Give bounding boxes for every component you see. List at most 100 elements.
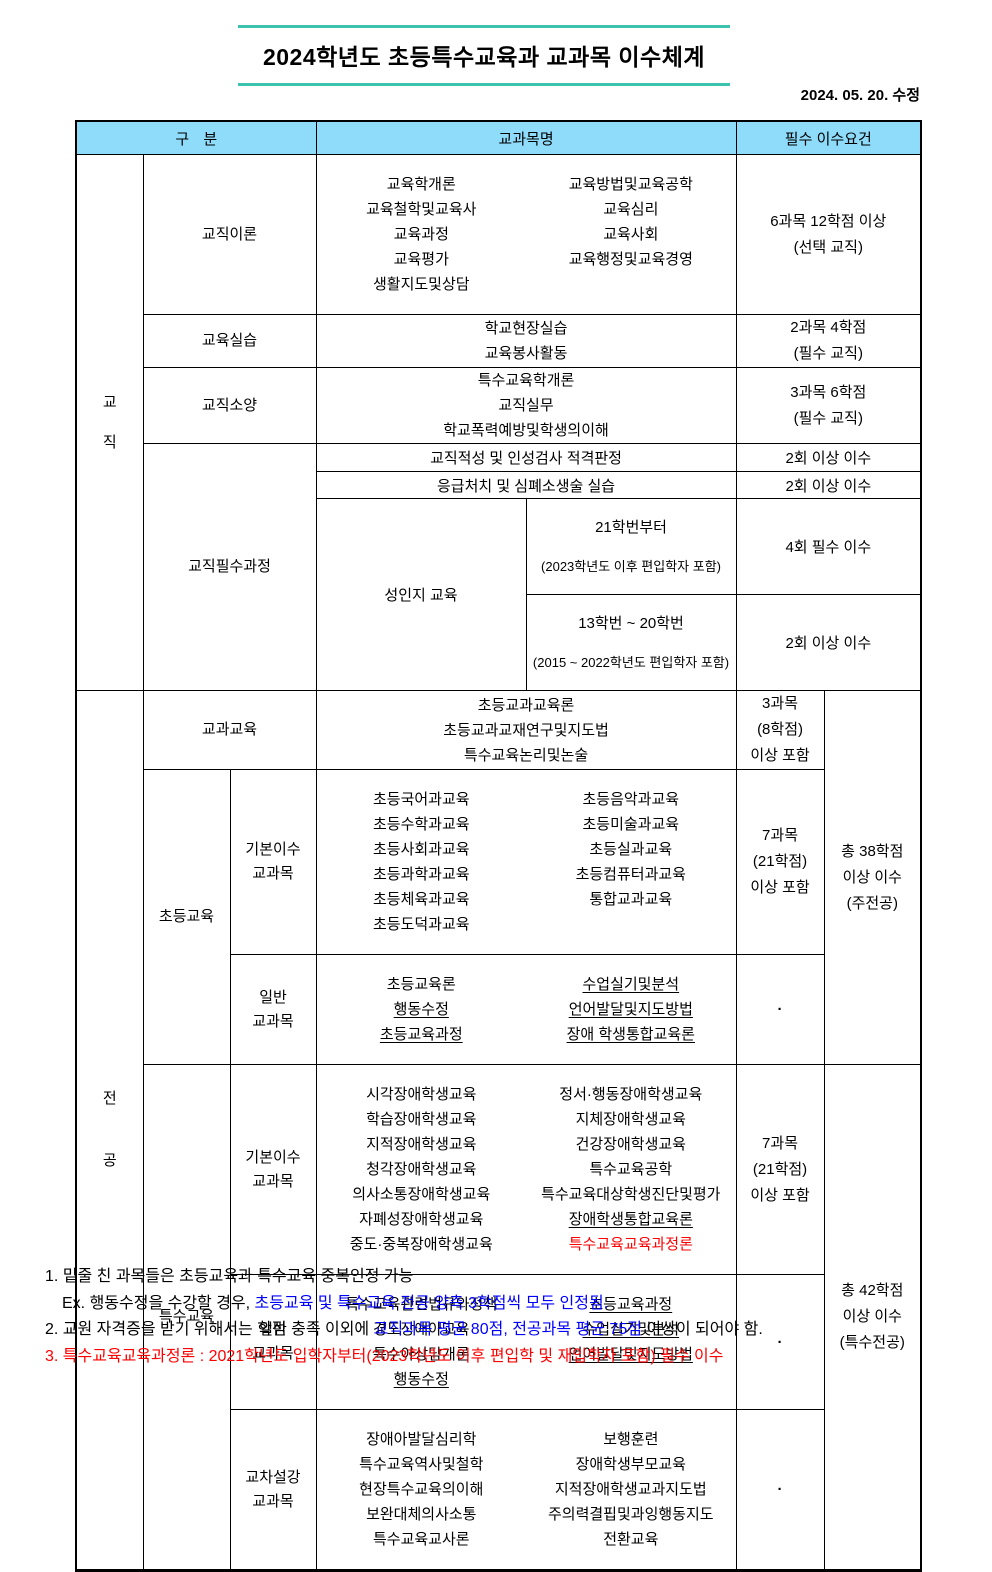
footnote-segment: 3. 특수교육교육과정론 : 2021학년도 입학자부터(2023학년도 이후 … xyxy=(45,1347,724,1365)
cell-aptitude-req: 3과목 6학점 (필수 교직) xyxy=(735,367,922,444)
course-item: 특수교육공학 xyxy=(589,1161,673,1178)
cell-subject-edu-label: 교과교육 xyxy=(142,690,317,770)
gender-1-line1: 21학번부터 xyxy=(595,519,667,536)
special-general-left: 특수교육관련법규와정책 경도장애아교육 특수아상담개론 행동수정 xyxy=(317,1292,526,1392)
course-item: 정서·행동장애학생교육 xyxy=(559,1086,703,1103)
course-item: 지체장애학생교육 xyxy=(575,1111,686,1128)
cell-gender-2-course: 13학번 ~ 20학번 (2015 ~ 2022학년도 편입학자 포함) xyxy=(525,594,737,691)
course-item: 특수아상담개론 xyxy=(372,1346,470,1363)
cell-practicum-label: 교육실습 xyxy=(142,314,317,368)
course-item: 보완대체의사소통 xyxy=(366,1506,477,1523)
header-row: 구 분 교과목명 필수 이수요건 xyxy=(75,120,922,155)
cell-cross-req: · xyxy=(735,1409,825,1571)
row-special-general: 일반 교과목 특수교육관련법규와정책 경도장애아교육 특수아상담개론 행동수정 초등교… xyxy=(76,1274,921,1410)
cell-theory-req: 6과목 12학점 이상 (선택 교직) xyxy=(735,154,922,315)
header-subject: 교과목명 xyxy=(315,120,737,155)
cell-elem-basic-req: 7과목 (21학점) 이상 포함 xyxy=(735,769,825,955)
gender-1-line2: (2023학년도 이후 편입학자 포함) xyxy=(541,559,722,574)
course-item: 초등음악과교육 xyxy=(582,791,680,808)
course-item: 수업실기및분석 xyxy=(582,976,680,993)
cell-theory-label: 교직이론 xyxy=(142,154,317,315)
course-item: 특수교육역사및철학 xyxy=(359,1456,484,1473)
course-item: 의사소통장애학생교육 xyxy=(352,1186,491,1203)
footnote-segment: 교직과목 평균 80점, 전공과목 평균 75점 xyxy=(373,1321,642,1338)
footnote-segment: 2. 교원 자격증을 받기 위해서는 학점 충족 이외에 xyxy=(45,1321,374,1338)
course-item: 장애아발달심리학 xyxy=(366,1431,477,1448)
cell-elem-basic-label: 기본이수 교과목 xyxy=(229,769,317,955)
footnote-segment: Ex. 행동수정을 수강할 경우, xyxy=(62,1294,255,1312)
gender-2-line1: 13학번 ~ 20학번 xyxy=(578,615,684,632)
course-item: 행동수정 xyxy=(393,1371,449,1388)
special-basic-left: 시각장애학생교육 학습장애학생교육 지적장애학생교육 청각장애학생교육 의사소통장애학생… xyxy=(317,1082,526,1257)
course-item: 초등실과교육 xyxy=(589,841,673,858)
footnote-1: 1. 밑줄 친 과목들은 초등교육과 특수교육 중복인정 가능 xyxy=(45,1264,965,1291)
course-item: 언어발달및지도방법 xyxy=(568,1001,693,1018)
cell-practicum-req: 2과목 4학점 (필수 교직) xyxy=(735,314,922,368)
course-item: 전환교육 xyxy=(603,1531,659,1548)
cell-theory-courses: 교육학개론 교육철학및교육사 교육과정 교육평가 생활지도및상담 교육방법및교육공학 교육… xyxy=(315,154,737,315)
cell-special-basic-label: 기본이수 교과목 xyxy=(229,1064,317,1275)
course-item: 통합교과교육 xyxy=(589,891,673,908)
course-item: 특수교육교사론 xyxy=(372,1531,470,1548)
cell-elem-general-req: · xyxy=(735,954,825,1065)
course-item: 초등미술과교육 xyxy=(582,816,680,833)
course-item: 초등교과교재연구및지도법 xyxy=(443,721,609,739)
course-item: 학습장애학생교육 xyxy=(366,1111,477,1128)
course-item: 현장특수교육의이해 xyxy=(359,1481,484,1498)
cell-subject-edu-req: 3과목 (8학점) 이상 포함 xyxy=(735,690,825,770)
course-item: 특수교육논리및논술 xyxy=(463,746,589,764)
row-required-2: 응급처치 및 심폐소생술 실습 2회 이상 이수 xyxy=(76,471,922,499)
course-item: 교육평가 xyxy=(393,251,449,268)
row-gender-1: 성인지 교육 21학번부터 (2023학년도 이후 편입학자 포함) 4회 필수… xyxy=(76,498,922,691)
course-item: 지적장애학생교과지도법 xyxy=(554,1481,707,1498)
course-item: 언어발달및지도방법 xyxy=(568,1346,693,1363)
course-item: 수업실기및분석 xyxy=(582,1321,680,1338)
footnote-segment: 이상이 되어야 함. xyxy=(641,1321,763,1338)
course-item: 학교폭력예방및학생의이해 xyxy=(443,422,609,439)
course-item: 교직실무 xyxy=(498,397,554,414)
course-item: 특수교육교육과정론 xyxy=(568,1236,693,1253)
course-item: 자폐성장애학생교육 xyxy=(359,1211,484,1228)
footnote-segment: 1. 밑줄 친 과목들은 초등교육과 특수교육 중복인정 가능 xyxy=(45,1268,414,1285)
course-item: 초등과학과교육 xyxy=(372,866,470,883)
row-subject-edu: 전 공 교과교육 초등교과교육론 초등교과교재연구및지도법 특수교육논리및논술 3과… xyxy=(75,690,922,1571)
cross-right: 보행훈련 장애학생부모교육 지적장애학생교과지도법 주의력결핍및과잉행동지도 전환교육 xyxy=(526,1427,735,1552)
course-item: 초등사회과교육 xyxy=(372,841,470,858)
elem-basic-left: 초등국어과교육 초등수학과교육 초등사회과교육 초등과학과교육 초등체육과교육 초등도덕과… xyxy=(317,787,526,937)
footnote-1-example: Ex. 행동수정을 수강할 경우, 초등교육 및 특수교육 전공 양측 3학점씩… xyxy=(45,1291,965,1318)
course-item: 교육과정 xyxy=(393,226,449,243)
course-item: 교육학개론 xyxy=(386,176,456,193)
header-requirement: 필수 이수요건 xyxy=(735,120,922,155)
course-item: 초등교육과정 xyxy=(379,1026,463,1043)
course-item: 교육봉사활동 xyxy=(484,345,568,362)
cell-gyojik-label: 교 직 xyxy=(75,154,144,691)
course-item: 교육심리 xyxy=(603,201,659,218)
course-item: 초등도덕과교육 xyxy=(372,916,470,933)
course-item: 특수교육대상학생진단및평가 xyxy=(541,1186,721,1203)
cell-special-basic-courses: 시각장애학생교육 학습장애학생교육 지적장애학생교육 청각장애학생교육 의사소통장애학생… xyxy=(315,1064,737,1275)
row-aptitude: 교직소양 특수교육학개론 교직실무 학교폭력예방및학생의이해 3과목 6학점 (필수… xyxy=(76,367,922,444)
course-item: 학교현장실습 xyxy=(484,320,568,337)
course-item: 장애 학생통합교육론 xyxy=(566,1026,695,1043)
cell-gender-1-req: 4회 필수 이수 xyxy=(735,498,922,595)
course-item: 특수교육학개론 xyxy=(477,372,575,389)
course-item: 초등교과교육론 xyxy=(477,696,575,714)
cell-required-label: 교직필수과정 xyxy=(142,443,317,691)
page-title: 2024학년도 초등특수교육과 교과목 이수체계 xyxy=(238,25,730,86)
course-item: 주의력결핍및과잉행동지도 xyxy=(547,1506,714,1523)
cell-required-1-course: 교직적성 및 인성검사 적격판정 xyxy=(315,443,737,472)
course-item: 초등수학과교육 xyxy=(372,816,470,833)
row-theory: 교 직 교직이론 교육학개론 교육철학및교육사 교육과정 교육평가 생활지도및상담 교육… xyxy=(75,154,922,691)
cell-gender-1-course: 21학번부터 (2023학년도 이후 편입학자 포함) xyxy=(525,498,737,595)
footnote-segment: 초등교육 및 특수교육 전공 양측 3학점씩 모두 인정됨. xyxy=(254,1294,609,1312)
cell-elem-general-label: 일반 교과목 xyxy=(229,954,317,1065)
cell-elementary-total-req: 총 38학점 이상 이수 (주전공) xyxy=(823,690,922,1065)
cell-elem-basic-courses: 초등국어과교육 초등수학과교육 초등사회과교육 초등과학과교육 초등체육과교육 초등도덕과… xyxy=(315,769,737,955)
cell-special-general-req: · xyxy=(735,1274,825,1410)
revision-date: 2024. 05. 20. 수정 xyxy=(800,87,920,104)
